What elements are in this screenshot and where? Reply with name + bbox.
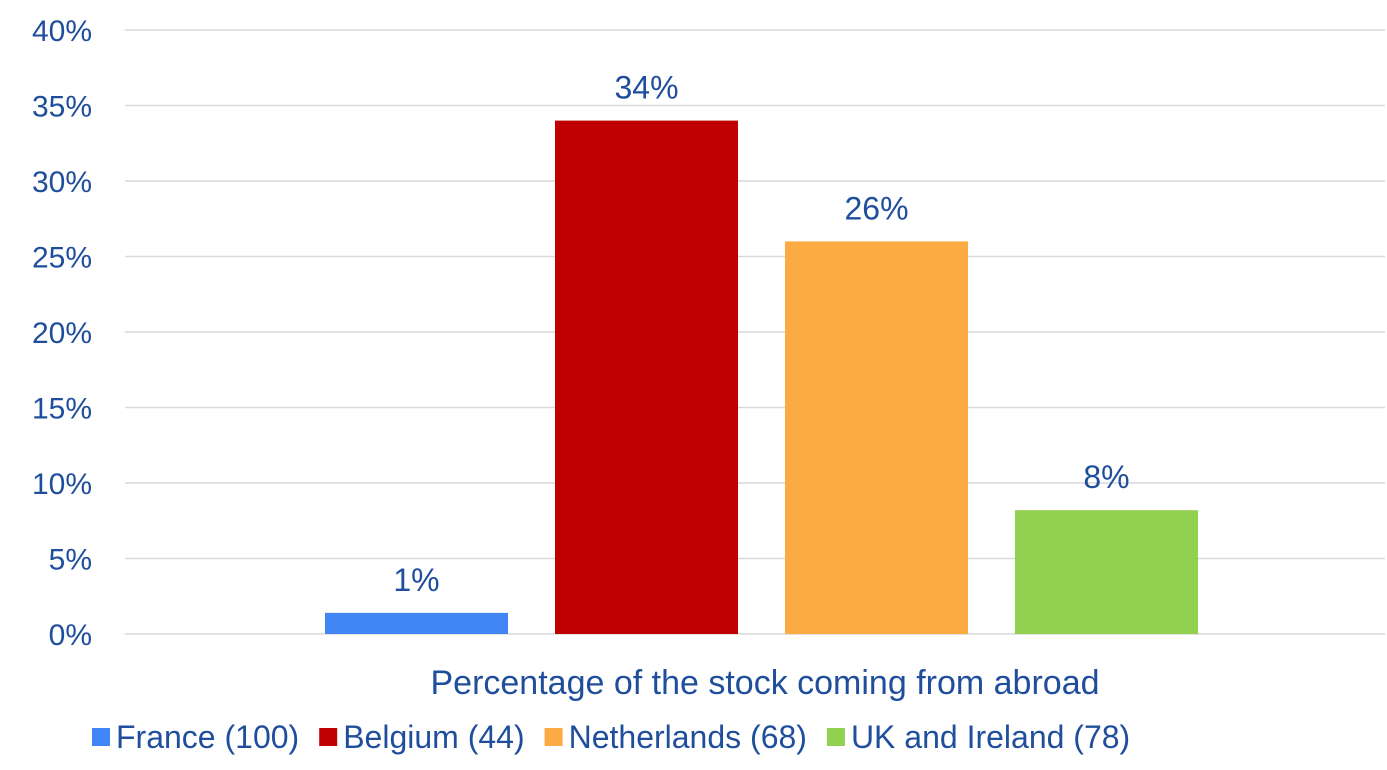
data-label: 26% — [844, 190, 908, 226]
legend: France (100) Belgium (44) Netherlands (68)… — [92, 719, 1130, 755]
bar — [325, 612, 508, 634]
y-tick-label: 15% — [32, 393, 92, 426]
y-tick-label: 40% — [32, 15, 92, 48]
legend-swatch — [319, 728, 338, 746]
data-label: 1% — [393, 562, 439, 598]
legend-label: Netherlands (68) — [569, 719, 807, 755]
gridlines — [125, 29, 1385, 635]
y-tick-label: 35% — [32, 91, 92, 124]
bar — [785, 241, 968, 634]
legend-swatch — [92, 728, 110, 746]
y-tick-label: 0% — [49, 619, 92, 652]
legend-label: UK and Ireland (78) — [851, 719, 1130, 755]
x-axis-title: Percentage of the stock coming from abro… — [430, 664, 1099, 702]
y-tick-label: 10% — [32, 468, 92, 501]
bars — [325, 120, 1198, 635]
y-tick-label: 5% — [49, 544, 92, 577]
bar — [555, 120, 738, 635]
legend-swatch — [826, 728, 845, 746]
data-labels: 1% 34% 26% 8% — [393, 70, 1129, 598]
legend-swatch — [544, 728, 563, 746]
y-tick-label: 30% — [32, 166, 92, 199]
y-tick-label: 25% — [32, 242, 92, 275]
legend-label: Belgium (44) — [343, 719, 524, 755]
y-axis-tick-labels: 0% 5% 10% 15% 20% 25% 30% 35% 40% — [32, 15, 92, 652]
y-tick-label: 20% — [32, 317, 92, 350]
data-label: 34% — [614, 70, 678, 106]
data-label: 8% — [1083, 459, 1129, 495]
bar — [1015, 510, 1198, 634]
legend-label: France (100) — [116, 719, 299, 755]
